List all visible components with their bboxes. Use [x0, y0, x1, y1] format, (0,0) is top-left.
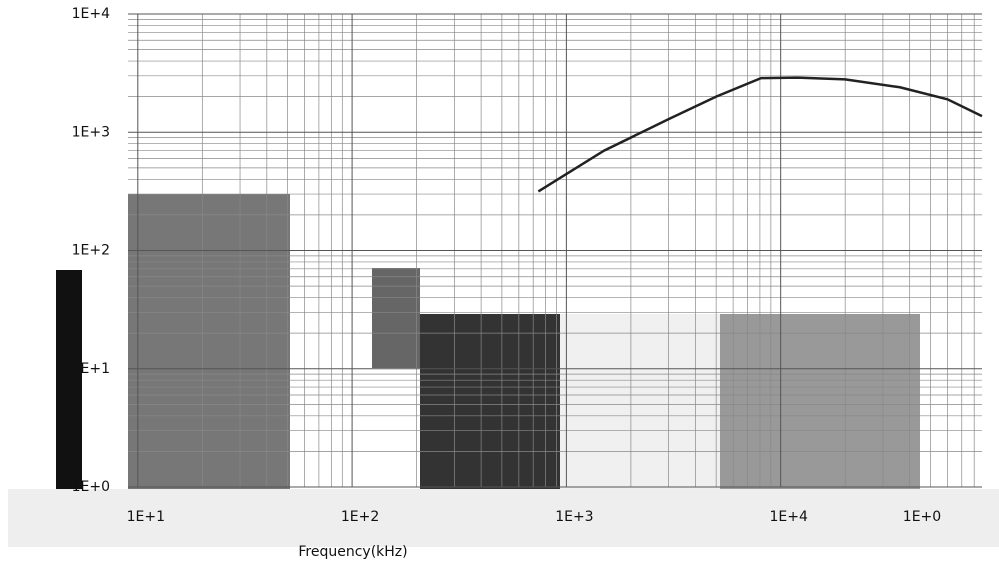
- y-tick-label: 1E+2: [72, 243, 110, 259]
- x-tick-label: 1E+1: [127, 509, 165, 525]
- y-tick-label: 1E+0: [72, 479, 110, 495]
- artifact-block: [560, 314, 720, 489]
- data-line: [537, 76, 983, 193]
- artifact-block: [720, 314, 920, 489]
- artifact-block: [128, 194, 290, 489]
- y-tick-label: 1E+4: [72, 6, 110, 22]
- x-tick-label: 1E+4: [769, 509, 807, 525]
- annotation: 1E+0: [903, 509, 941, 525]
- artifact-block: [420, 314, 560, 489]
- x-tick-label: 1E+3: [555, 509, 593, 525]
- y-tick-label: 1E+3: [72, 124, 110, 140]
- artifact-block: [56, 270, 82, 489]
- axis-band: [8, 489, 999, 547]
- artifact-block: [372, 268, 420, 368]
- x-tick-label: 1E+2: [341, 509, 379, 525]
- x-axis-title: Frequency(kHz): [298, 544, 407, 560]
- y-tick-label: 1E+1: [72, 361, 110, 377]
